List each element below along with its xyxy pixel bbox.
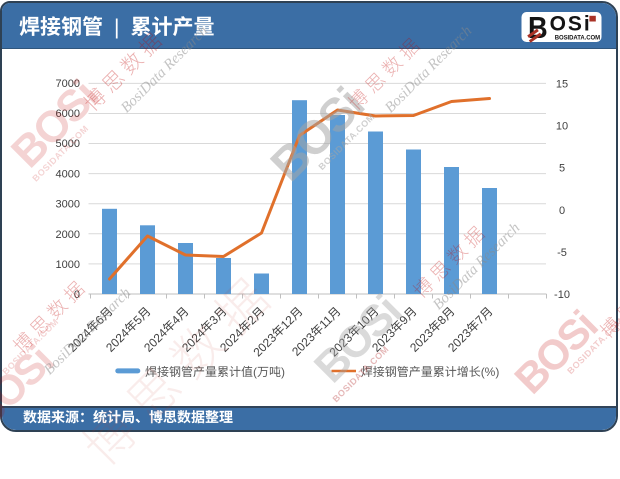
svg-text:焊接钢管产量累计值(万吨): 焊接钢管产量累计值(万吨)	[145, 365, 285, 379]
svg-text:1000: 1000	[56, 259, 80, 271]
svg-text:10: 10	[556, 121, 568, 133]
svg-text:B: B	[528, 12, 548, 44]
svg-text:焊接钢管产量累计增长(%): 焊接钢管产量累计增长(%)	[361, 365, 500, 379]
svg-text:4000: 4000	[56, 169, 80, 181]
svg-text:0: 0	[74, 289, 80, 301]
svg-text:3000: 3000	[56, 199, 80, 211]
svg-text:OSi: OSi	[550, 13, 592, 36]
svg-text:7000: 7000	[56, 78, 80, 90]
svg-text:-5: -5	[557, 247, 567, 259]
svg-text:-10: -10	[554, 289, 570, 301]
svg-text:BOSIDATA.COM: BOSIDATA.COM	[555, 36, 600, 42]
svg-text:2000: 2000	[56, 229, 80, 241]
svg-text:15: 15	[556, 79, 568, 91]
svg-text:0: 0	[559, 205, 565, 217]
svg-text:6000: 6000	[56, 108, 80, 120]
svg-text:5: 5	[559, 163, 565, 175]
svg-text:5000: 5000	[56, 138, 80, 150]
